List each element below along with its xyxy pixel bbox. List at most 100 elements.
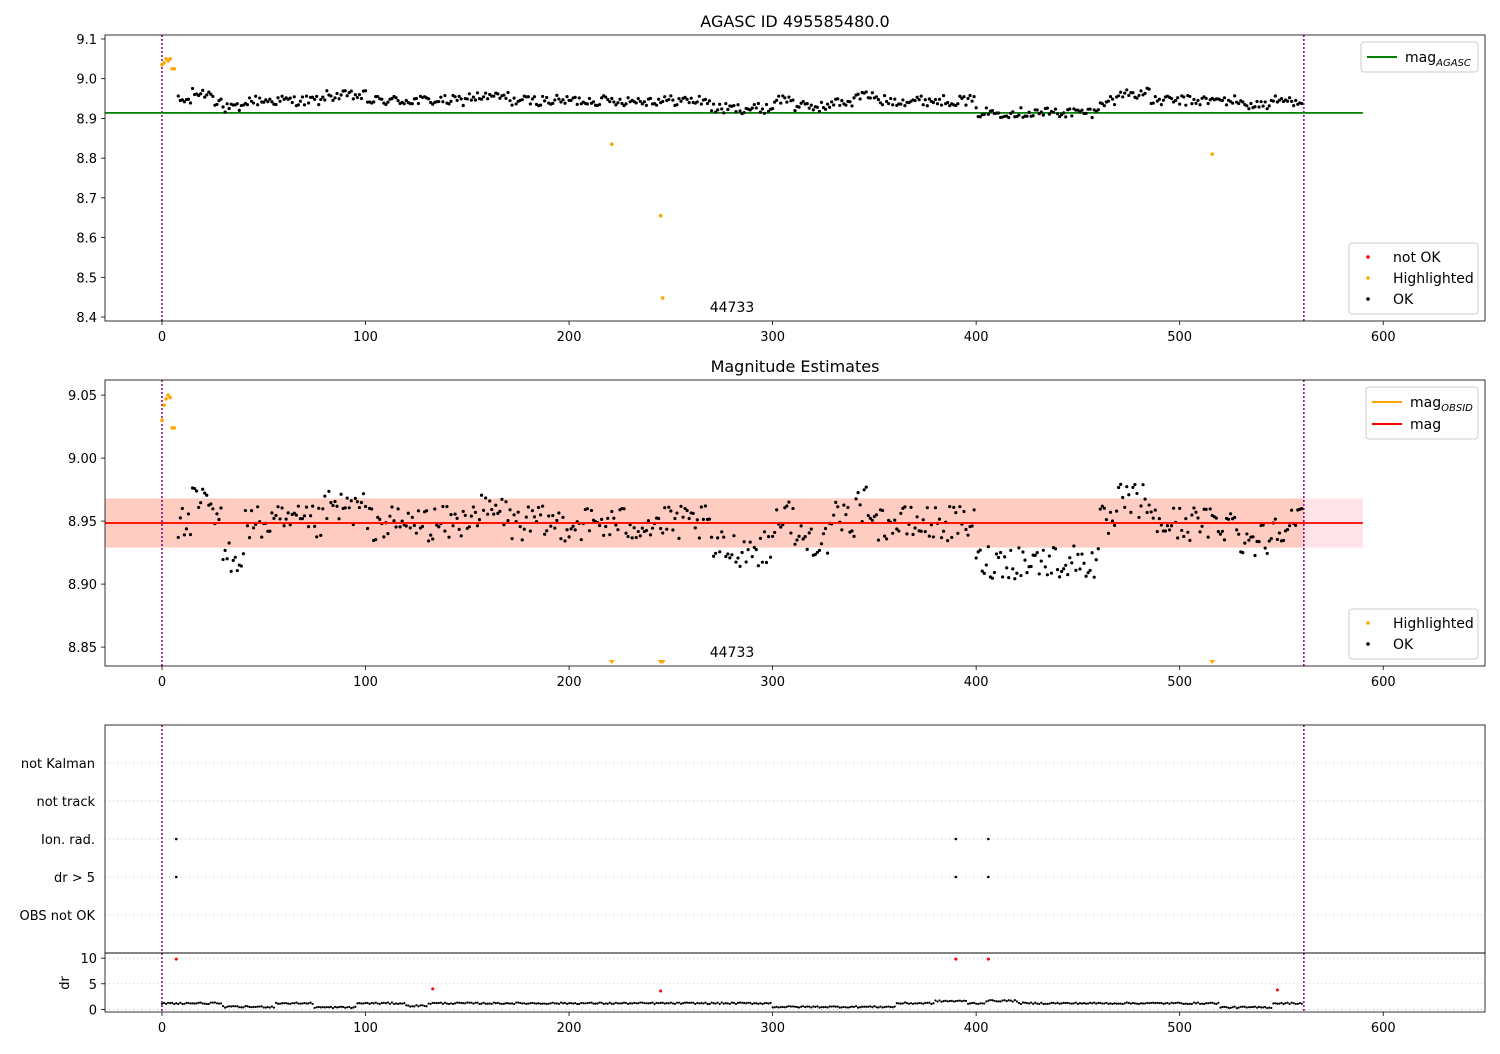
highlighted-point bbox=[166, 393, 170, 397]
ok-point bbox=[1064, 1001, 1067, 1005]
ok-point bbox=[683, 506, 687, 511]
ok-point bbox=[702, 1002, 705, 1005]
ok-point bbox=[294, 513, 298, 517]
ok-point bbox=[413, 1005, 416, 1008]
ok-point bbox=[1131, 91, 1135, 95]
ok-point bbox=[631, 1002, 634, 1005]
ok-point bbox=[516, 510, 520, 514]
ok-point bbox=[870, 518, 874, 522]
ok-point bbox=[716, 536, 720, 540]
ok-point bbox=[972, 94, 976, 99]
ok-point bbox=[1113, 1002, 1116, 1005]
ok-point bbox=[414, 531, 419, 535]
ok-point bbox=[1048, 1002, 1051, 1005]
ok-point bbox=[386, 100, 390, 104]
ok-point bbox=[882, 534, 887, 538]
ok-point bbox=[1117, 1002, 1120, 1005]
ok-point bbox=[762, 530, 767, 534]
ok-point bbox=[648, 96, 653, 100]
ok-point bbox=[825, 102, 830, 106]
ok-point bbox=[243, 508, 248, 513]
ok-point bbox=[1163, 529, 1168, 533]
ok-point bbox=[749, 1001, 752, 1004]
ok-point bbox=[1284, 1002, 1287, 1005]
ok-point bbox=[771, 534, 775, 539]
ok-point bbox=[479, 97, 484, 101]
ok-point bbox=[1064, 115, 1068, 119]
ok-point bbox=[390, 97, 394, 101]
ok-point bbox=[209, 502, 213, 506]
ok-point bbox=[360, 1002, 363, 1005]
ok-point bbox=[382, 1001, 385, 1004]
ok-point bbox=[626, 534, 630, 539]
ok-point bbox=[459, 534, 463, 538]
ok-point bbox=[785, 100, 789, 104]
ok-point bbox=[1268, 1006, 1271, 1009]
ok-point bbox=[865, 1005, 868, 1008]
ok-point bbox=[1123, 505, 1127, 509]
ok-point bbox=[1114, 509, 1119, 513]
ok-point bbox=[861, 1005, 864, 1008]
ok-point bbox=[1206, 101, 1210, 106]
ok-point bbox=[339, 492, 343, 496]
ok-point bbox=[1102, 506, 1106, 510]
ok-point bbox=[687, 101, 691, 105]
ok-point bbox=[612, 100, 616, 104]
ok-point bbox=[498, 509, 502, 513]
y-tick-label: 8.4 bbox=[76, 311, 97, 326]
ok-point bbox=[952, 1000, 955, 1003]
ok-point bbox=[669, 509, 673, 513]
ok-point bbox=[1015, 571, 1019, 575]
ok-point bbox=[697, 536, 701, 540]
ok-point bbox=[671, 528, 675, 532]
ok-point bbox=[895, 527, 899, 531]
ok-point bbox=[663, 95, 667, 99]
ok-point bbox=[1047, 112, 1052, 116]
ok-point bbox=[561, 98, 565, 102]
ok-point bbox=[363, 504, 368, 509]
x-tick-label: 100 bbox=[353, 330, 378, 345]
ok-point bbox=[1131, 485, 1135, 490]
ok-point bbox=[716, 1001, 719, 1004]
ok-point bbox=[984, 106, 988, 110]
ok-point bbox=[869, 1005, 872, 1008]
ok-point bbox=[284, 517, 288, 521]
ok-point bbox=[636, 529, 640, 534]
ok-point bbox=[791, 506, 795, 511]
ok-point bbox=[1084, 1002, 1088, 1005]
ok-point bbox=[1062, 567, 1066, 571]
ok-point bbox=[327, 1006, 330, 1009]
ok-point bbox=[459, 97, 463, 101]
ok-point bbox=[1147, 87, 1151, 91]
ok-point bbox=[585, 507, 589, 511]
plots: 0 100 200 300 400 500 6008.48.58.68.78.88.99.0… bbox=[20, 33, 1486, 1036]
ok-point bbox=[164, 1002, 168, 1005]
ok-point bbox=[288, 523, 292, 527]
ok-point bbox=[1139, 89, 1143, 93]
ok-point bbox=[944, 999, 947, 1002]
x-tick-label: 400 bbox=[964, 330, 989, 345]
ok-point bbox=[667, 1002, 670, 1005]
ok-point bbox=[352, 1006, 355, 1009]
ok-point bbox=[570, 1001, 573, 1005]
ok-point bbox=[291, 1002, 294, 1005]
ok-point bbox=[828, 105, 832, 109]
ok-point bbox=[311, 95, 315, 99]
legend-box bbox=[1360, 41, 1479, 73]
ok-point bbox=[1157, 516, 1161, 521]
ok-point bbox=[295, 1001, 298, 1004]
ok-point bbox=[274, 513, 278, 518]
ok-point bbox=[693, 526, 697, 530]
ok-point bbox=[388, 1002, 392, 1005]
ok-point bbox=[1070, 561, 1074, 565]
ok-point bbox=[262, 100, 266, 104]
ok-point bbox=[775, 1005, 778, 1008]
ok-point bbox=[1129, 1002, 1132, 1005]
highlighted-point bbox=[168, 395, 172, 400]
ok-point bbox=[490, 507, 494, 512]
ok-point bbox=[1159, 102, 1163, 107]
ok-point bbox=[311, 504, 315, 508]
ok-point bbox=[810, 1006, 813, 1009]
ok-point bbox=[1169, 96, 1174, 101]
ok-point bbox=[1038, 1002, 1041, 1006]
